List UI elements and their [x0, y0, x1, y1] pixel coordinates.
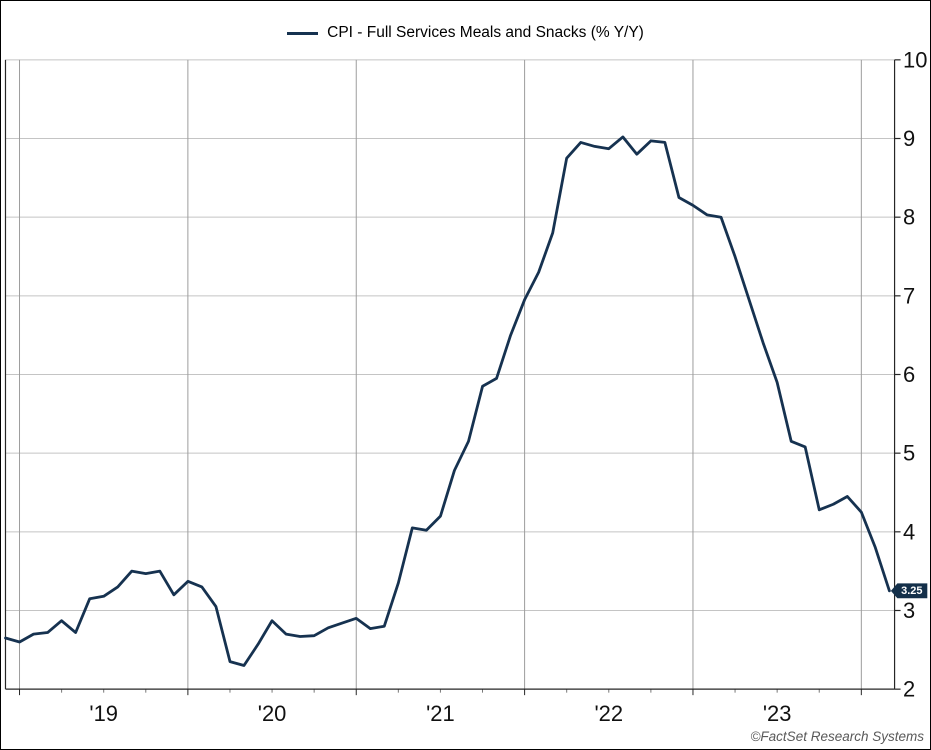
y-tick-label: 2 [903, 677, 915, 702]
last-value-badge [890, 583, 928, 599]
y-tick-label: 9 [903, 126, 915, 151]
last-value-badge-label: 3.25 [901, 585, 922, 597]
cpi-series-line [4, 135, 891, 667]
y-tick-label: 5 [903, 441, 915, 466]
x-tick-label: '21 [426, 701, 455, 726]
y-tick-label: 8 [903, 205, 915, 230]
y-tick-label: 4 [903, 519, 915, 544]
y-tick-label: 6 [903, 362, 915, 387]
x-tick-label: '19 [89, 701, 118, 726]
footer-credit: ©FactSet Research Systems [750, 729, 924, 744]
x-tick-label: '22 [594, 701, 623, 726]
x-tick-label: '20 [258, 701, 287, 726]
y-tick-label: 10 [903, 47, 927, 72]
y-tick-label: 7 [903, 283, 915, 308]
y-tick-label: 3 [903, 598, 915, 623]
x-tick-label: '23 [763, 701, 792, 726]
